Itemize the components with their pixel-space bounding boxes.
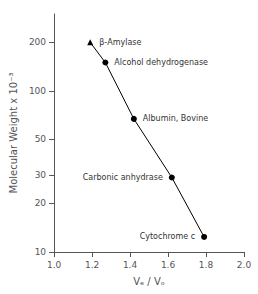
svg-text:100: 100	[29, 86, 46, 96]
svg-text:1.4: 1.4	[123, 260, 138, 270]
svg-text:10: 10	[35, 247, 47, 257]
svg-text:200: 200	[29, 37, 46, 47]
svg-text:Alcohol dehydrogenase: Alcohol dehydrogenase	[114, 58, 208, 67]
svg-text:Carbonic anhydrase: Carbonic anhydrase	[83, 173, 163, 182]
svg-text:1.2: 1.2	[85, 260, 99, 270]
svg-text:1.0: 1.0	[47, 260, 62, 270]
svg-text:1.8: 1.8	[199, 260, 214, 270]
svg-text:20: 20	[35, 198, 47, 208]
svg-text:β-Amylase: β-Amylase	[99, 38, 141, 47]
svg-text:1.6: 1.6	[161, 260, 176, 270]
svg-text:Molecular Weight x 10⁻³: Molecular Weight x 10⁻³	[8, 73, 19, 194]
svg-text:Cytochrome c: Cytochrome c	[140, 232, 195, 241]
svg-text:Vₑ / Vₒ: Vₑ / Vₒ	[133, 276, 165, 287]
svg-text:Albumin, Bovine: Albumin, Bovine	[143, 114, 208, 123]
svg-text:50: 50	[35, 134, 47, 144]
svg-text:30: 30	[35, 170, 47, 180]
svg-text:2.0: 2.0	[237, 260, 252, 270]
